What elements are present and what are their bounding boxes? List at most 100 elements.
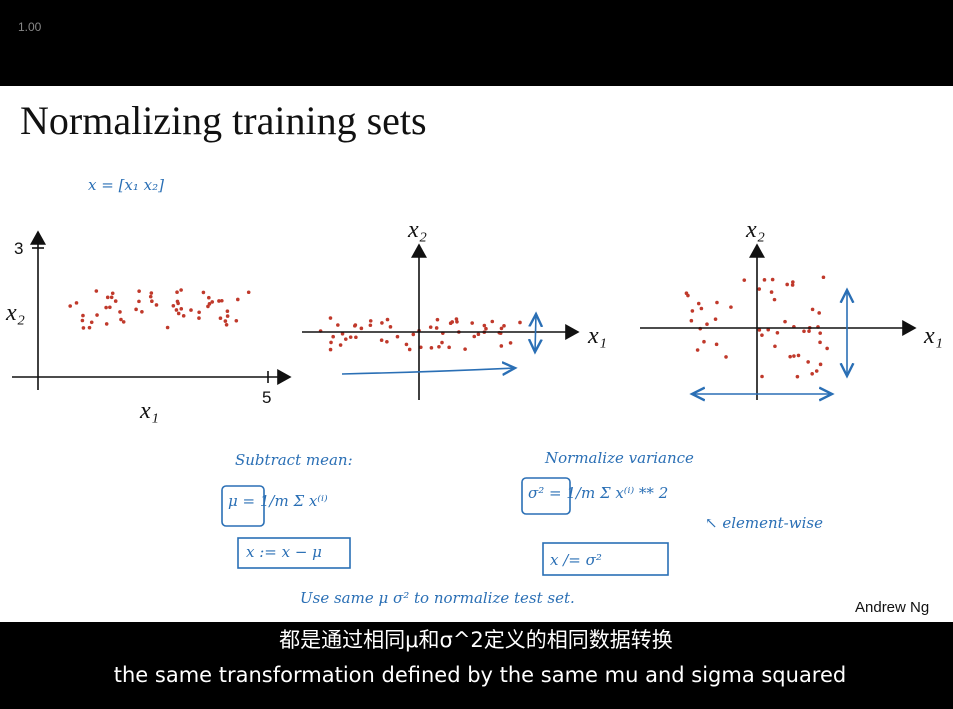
- dot: [447, 345, 451, 350]
- x-label: x₁: [139, 398, 159, 424]
- dot: [121, 320, 126, 324]
- dot: [368, 323, 373, 328]
- dot: [137, 299, 141, 304]
- dot: [218, 316, 223, 321]
- dot: [207, 302, 212, 306]
- dot: [762, 278, 767, 282]
- dot: [810, 307, 815, 312]
- dot: [234, 318, 239, 323]
- dot: [207, 295, 211, 300]
- dot: [404, 342, 409, 347]
- dot: [154, 303, 159, 307]
- dot: [760, 374, 764, 379]
- dot: [176, 311, 181, 316]
- note: μ = 1/m Σ x⁽ⁱ⁾: [228, 492, 328, 510]
- dot: [340, 331, 345, 336]
- dot: [699, 306, 704, 311]
- dot: [713, 317, 718, 321]
- dot: [472, 334, 477, 339]
- dot: [134, 307, 138, 312]
- dot: [223, 319, 228, 323]
- dot: [217, 299, 221, 303]
- dot: [189, 308, 193, 312]
- dot: [810, 371, 814, 376]
- dot: [105, 295, 110, 300]
- dot: [766, 327, 771, 332]
- dot: [689, 318, 694, 323]
- dot: [437, 344, 441, 349]
- dot: [499, 344, 504, 348]
- dot: [772, 297, 777, 302]
- note: x = [x₁ x₂]: [88, 176, 164, 194]
- dot: [705, 322, 709, 327]
- dot: [74, 301, 79, 305]
- dot: [328, 316, 333, 320]
- dot: [359, 326, 364, 331]
- dot: [171, 303, 176, 308]
- dot: [724, 355, 728, 359]
- note: σ² = 1/m Σ x⁽ⁱ⁾ ** 2: [528, 484, 668, 502]
- dot: [817, 311, 821, 315]
- dot: [715, 300, 719, 305]
- dot: [175, 290, 179, 295]
- dot: [174, 308, 179, 312]
- box: [237, 537, 351, 569]
- author: Andrew Ng: [855, 599, 929, 616]
- dot: [428, 325, 433, 329]
- note: Normalize variance: [544, 449, 694, 467]
- slide: [0, 86, 953, 622]
- dot: [470, 321, 474, 325]
- dot: [181, 314, 186, 318]
- subtitle-zh: 都是通过相同μ和σ^2定义的相同数据转换: [279, 628, 673, 652]
- scatter-dots: [68, 275, 829, 379]
- dot: [702, 339, 706, 344]
- dot: [729, 305, 733, 309]
- dot: [201, 290, 206, 295]
- dot: [818, 362, 823, 367]
- note: Use same μ σ² to normalize test set.: [300, 589, 575, 607]
- dot: [407, 347, 412, 352]
- dot: [785, 282, 789, 287]
- dot: [440, 340, 444, 345]
- dot: [331, 334, 335, 339]
- dot: [814, 369, 819, 373]
- dot: [802, 329, 806, 334]
- dot: [104, 322, 109, 326]
- dot: [821, 275, 826, 280]
- dot: [770, 277, 775, 282]
- dot: [385, 340, 389, 344]
- dot: [499, 326, 504, 331]
- playback-speed[interactable]: 1.00: [18, 20, 42, 34]
- x-tick-label: 5: [262, 388, 271, 407]
- dot: [220, 298, 224, 303]
- dot: [104, 305, 108, 310]
- dot: [338, 343, 343, 347]
- dot: [757, 287, 762, 291]
- dot: [353, 323, 358, 327]
- dot: [336, 323, 340, 327]
- dot: [197, 310, 201, 315]
- dot: [150, 299, 154, 304]
- dot: [795, 374, 800, 379]
- dot: [435, 317, 440, 322]
- dot: [518, 320, 522, 325]
- dot: [807, 329, 811, 333]
- dot: [87, 325, 92, 330]
- dot: [89, 320, 94, 325]
- dot: [379, 338, 384, 342]
- dot: [137, 289, 141, 293]
- shift-arrow: [341, 368, 515, 374]
- dot: [455, 320, 459, 324]
- dot: [225, 314, 230, 318]
- dot: [788, 354, 792, 359]
- dot: [110, 291, 115, 296]
- dot: [419, 345, 423, 350]
- note: x := x − μ: [246, 543, 322, 561]
- dot: [165, 325, 170, 330]
- note: ↖ element-wise: [705, 514, 823, 532]
- y-tick-label: 3: [14, 239, 23, 258]
- dot: [343, 337, 348, 341]
- dot: [246, 290, 251, 295]
- dot: [769, 290, 774, 294]
